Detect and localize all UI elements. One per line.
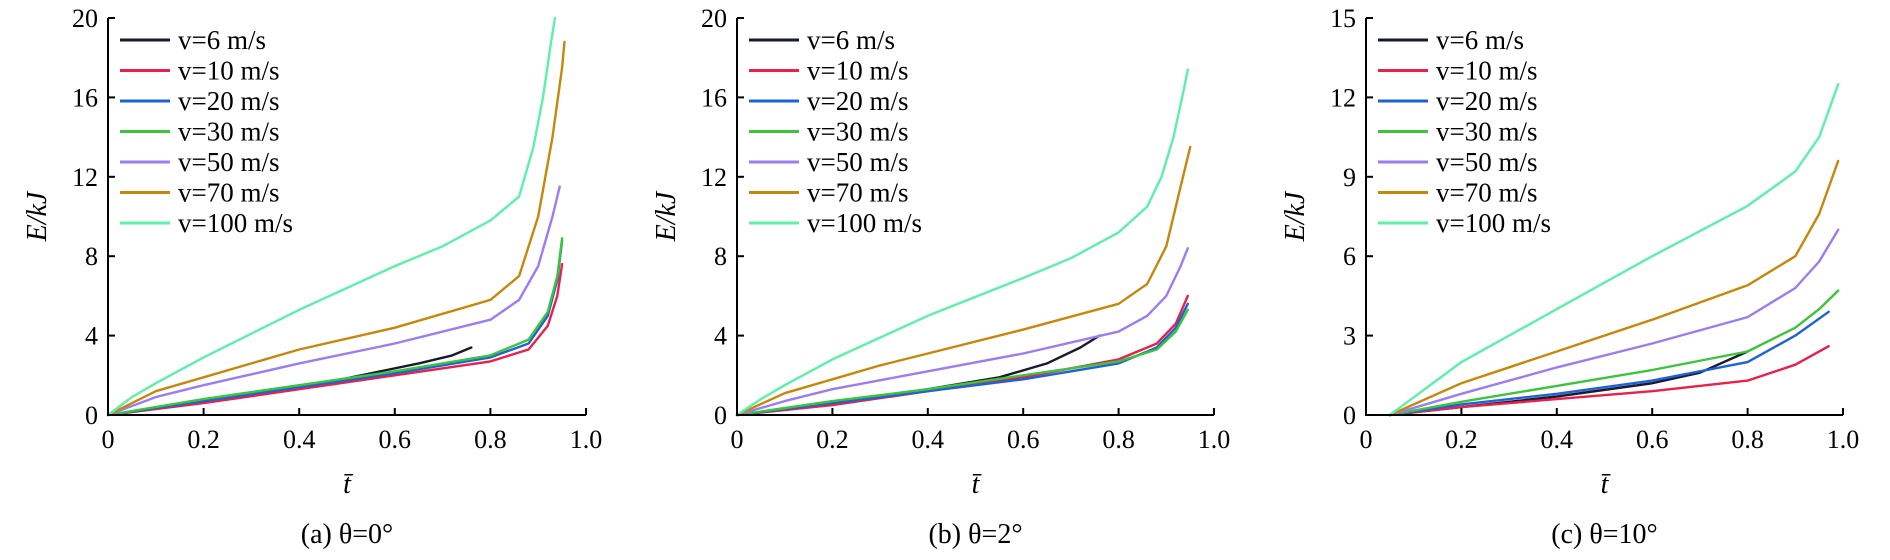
legend-label: v=70 m/s xyxy=(1436,178,1538,208)
y-tick-label: 12 xyxy=(72,163,98,192)
y-tick-label: 8 xyxy=(85,242,98,271)
legend-label: v=100 m/s xyxy=(807,208,922,238)
x-tick-label: 0.2 xyxy=(1445,425,1478,454)
legend-label: v=70 m/s xyxy=(178,178,280,208)
x-tick-label: 0 xyxy=(1360,425,1373,454)
series-line-v-100-m-s xyxy=(106,16,557,417)
legend-label: v=6 m/s xyxy=(1436,25,1524,55)
x-tick-label: 0.6 xyxy=(379,425,412,454)
x-tick-label: 0.4 xyxy=(912,425,945,454)
legend-label: v=10 m/s xyxy=(807,56,909,86)
series-line-v-30-m-s xyxy=(735,308,1190,417)
series-line-v-100-m-s xyxy=(735,68,1190,417)
y-tick-label: 20 xyxy=(72,4,98,33)
x-axis-label: t̄ xyxy=(343,469,353,500)
x-tick-label: 0.2 xyxy=(816,425,849,454)
y-tick-label: 6 xyxy=(1343,242,1356,271)
y-axis-label: E/kJ xyxy=(22,190,53,242)
series-line-v-30-m-s xyxy=(1388,289,1840,417)
chart-caption: (b) θ=2° xyxy=(928,519,1022,550)
y-tick-label: 0 xyxy=(85,401,98,430)
y-tick-label: 12 xyxy=(1330,83,1356,112)
x-tick-label: 0.8 xyxy=(1731,425,1764,454)
legend-label: v=6 m/s xyxy=(807,25,895,55)
y-tick-label: 3 xyxy=(1343,322,1356,351)
series-line-v-10-m-s xyxy=(106,262,564,417)
series-line-v-30-m-s xyxy=(106,237,564,417)
y-tick-label: 15 xyxy=(1330,4,1356,33)
chart-panel-3: 0 3 6 9 12 15 0 0.2 0.4 0.6 0.8 1.0 E/kJ t̄ (c) θ=10° v… xyxy=(1280,4,1859,550)
y-axis-label: E/kJ xyxy=(651,190,682,242)
y-tick-label: 0 xyxy=(1343,401,1356,430)
legend-label: v=30 m/s xyxy=(1436,117,1538,147)
series-line-v-20-m-s xyxy=(106,239,564,417)
y-tick-label: 0 xyxy=(714,401,727,430)
legend-label: v=70 m/s xyxy=(807,178,909,208)
chart-caption: (c) θ=10° xyxy=(1551,519,1657,550)
legend-label: v=50 m/s xyxy=(1436,147,1538,177)
y-tick-label: 9 xyxy=(1343,163,1356,192)
series-line-v-100-m-s xyxy=(1388,82,1840,417)
series-line-v-50-m-s xyxy=(1388,228,1840,417)
y-tick-label: 20 xyxy=(701,4,727,33)
legend-label: v=20 m/s xyxy=(807,86,909,116)
y-tick-label: 16 xyxy=(701,83,727,112)
chart-panel-1: 0 4 8 12 16 20 0 0.2 0.4 0.6 0.8 1.0 E/kJ t̄ (a) θ=0° v… xyxy=(22,4,602,550)
series-line-v-20-m-s xyxy=(735,302,1190,417)
legend-label: v=10 m/s xyxy=(178,56,280,86)
chart-panel-2: 0 4 8 12 16 20 0 0.2 0.4 0.6 0.8 1.0 E/kJ t̄ (b) θ=2° v… xyxy=(651,4,1230,550)
legend-label: v=6 m/s xyxy=(178,25,266,55)
x-tick-label: 1.0 xyxy=(1198,425,1231,454)
legend-label: v=50 m/s xyxy=(178,147,280,177)
x-tick-label: 0.6 xyxy=(1636,425,1669,454)
x-tick-label: 0.6 xyxy=(1007,425,1040,454)
y-tick-label: 16 xyxy=(72,83,98,112)
y-axis-label: E/kJ xyxy=(1280,190,1311,242)
legend-label: v=30 m/s xyxy=(178,117,280,147)
legend-label: v=30 m/s xyxy=(807,117,909,147)
x-tick-label: 1.0 xyxy=(570,425,603,454)
legend-label: v=50 m/s xyxy=(807,147,909,177)
x-tick-label: 0.2 xyxy=(187,425,220,454)
y-tick-label: 4 xyxy=(714,322,727,351)
x-tick-label: 1.0 xyxy=(1827,425,1860,454)
chart-caption: (a) θ=0° xyxy=(301,519,393,550)
series-line-v-50-m-s xyxy=(735,247,1190,417)
legend-label: v=20 m/s xyxy=(178,86,280,116)
series-line-v-70-m-s xyxy=(735,145,1192,417)
x-axis-label: t̄ xyxy=(1601,469,1611,500)
x-tick-label: 0.8 xyxy=(474,425,507,454)
legend-label: v=100 m/s xyxy=(178,208,293,238)
series-line-v-70-m-s xyxy=(106,40,566,417)
x-tick-label: 0.4 xyxy=(1541,425,1574,454)
series-line-v-20-m-s xyxy=(1388,310,1830,417)
x-tick-label: 0.8 xyxy=(1102,425,1135,454)
x-tick-label: 0.4 xyxy=(283,425,316,454)
legend-label: v=100 m/s xyxy=(1436,208,1551,238)
x-axis-label: t̄ xyxy=(972,469,982,500)
legend-label: v=20 m/s xyxy=(1436,86,1538,116)
x-tick-label: 0 xyxy=(731,425,744,454)
series-line-v-70-m-s xyxy=(1388,159,1840,417)
y-tick-label: 8 xyxy=(714,242,727,271)
series-line-v-50-m-s xyxy=(106,185,561,417)
legend-label: v=10 m/s xyxy=(1436,56,1538,86)
series-line-v-10-m-s xyxy=(1388,345,1830,417)
y-tick-label: 12 xyxy=(701,163,727,192)
x-tick-label: 0 xyxy=(102,425,115,454)
y-tick-label: 4 xyxy=(85,322,98,351)
